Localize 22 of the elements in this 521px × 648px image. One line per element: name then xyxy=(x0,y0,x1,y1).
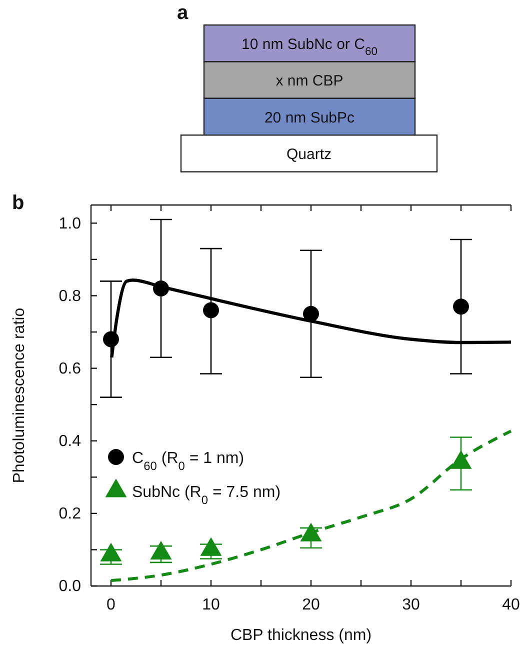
chart-title: b xyxy=(12,192,24,214)
y-axis-title: Photoluminescence ratio xyxy=(11,308,28,484)
legend-label: SubNc (R$_{0}$ = 7.5 nm) xyxy=(132,484,281,507)
y-tick-label: 0.6 xyxy=(58,360,82,378)
y-tick-label: 0.8 xyxy=(58,288,82,305)
y-tick-label: 0.0 xyxy=(58,578,82,596)
text: a xyxy=(177,2,189,24)
x-tick-label: 30 xyxy=(402,596,420,614)
text: 10 nm SubNc or C$_{60}$ xyxy=(242,36,378,58)
y-tick-label: 0.2 xyxy=(58,506,82,523)
line-series xyxy=(110,430,512,582)
text: Quartz xyxy=(286,146,332,164)
text: 20 nm SubPc xyxy=(264,109,356,126)
y-tick-label: 0.4 xyxy=(58,432,82,450)
text: x nm CBP xyxy=(276,72,344,90)
x-tick-label: 0 xyxy=(106,596,116,614)
y-tick-label: 1.0 xyxy=(58,215,82,232)
x-tick-label: 40 xyxy=(502,596,520,614)
legend-label: C$_{60}$ (R$_{0}$ = 1 nm) xyxy=(132,450,244,473)
x-tick-label: 10 xyxy=(202,596,220,614)
x-tick-label: 20 xyxy=(302,596,320,614)
x-axis-title: CBP thickness (nm) xyxy=(230,627,372,644)
